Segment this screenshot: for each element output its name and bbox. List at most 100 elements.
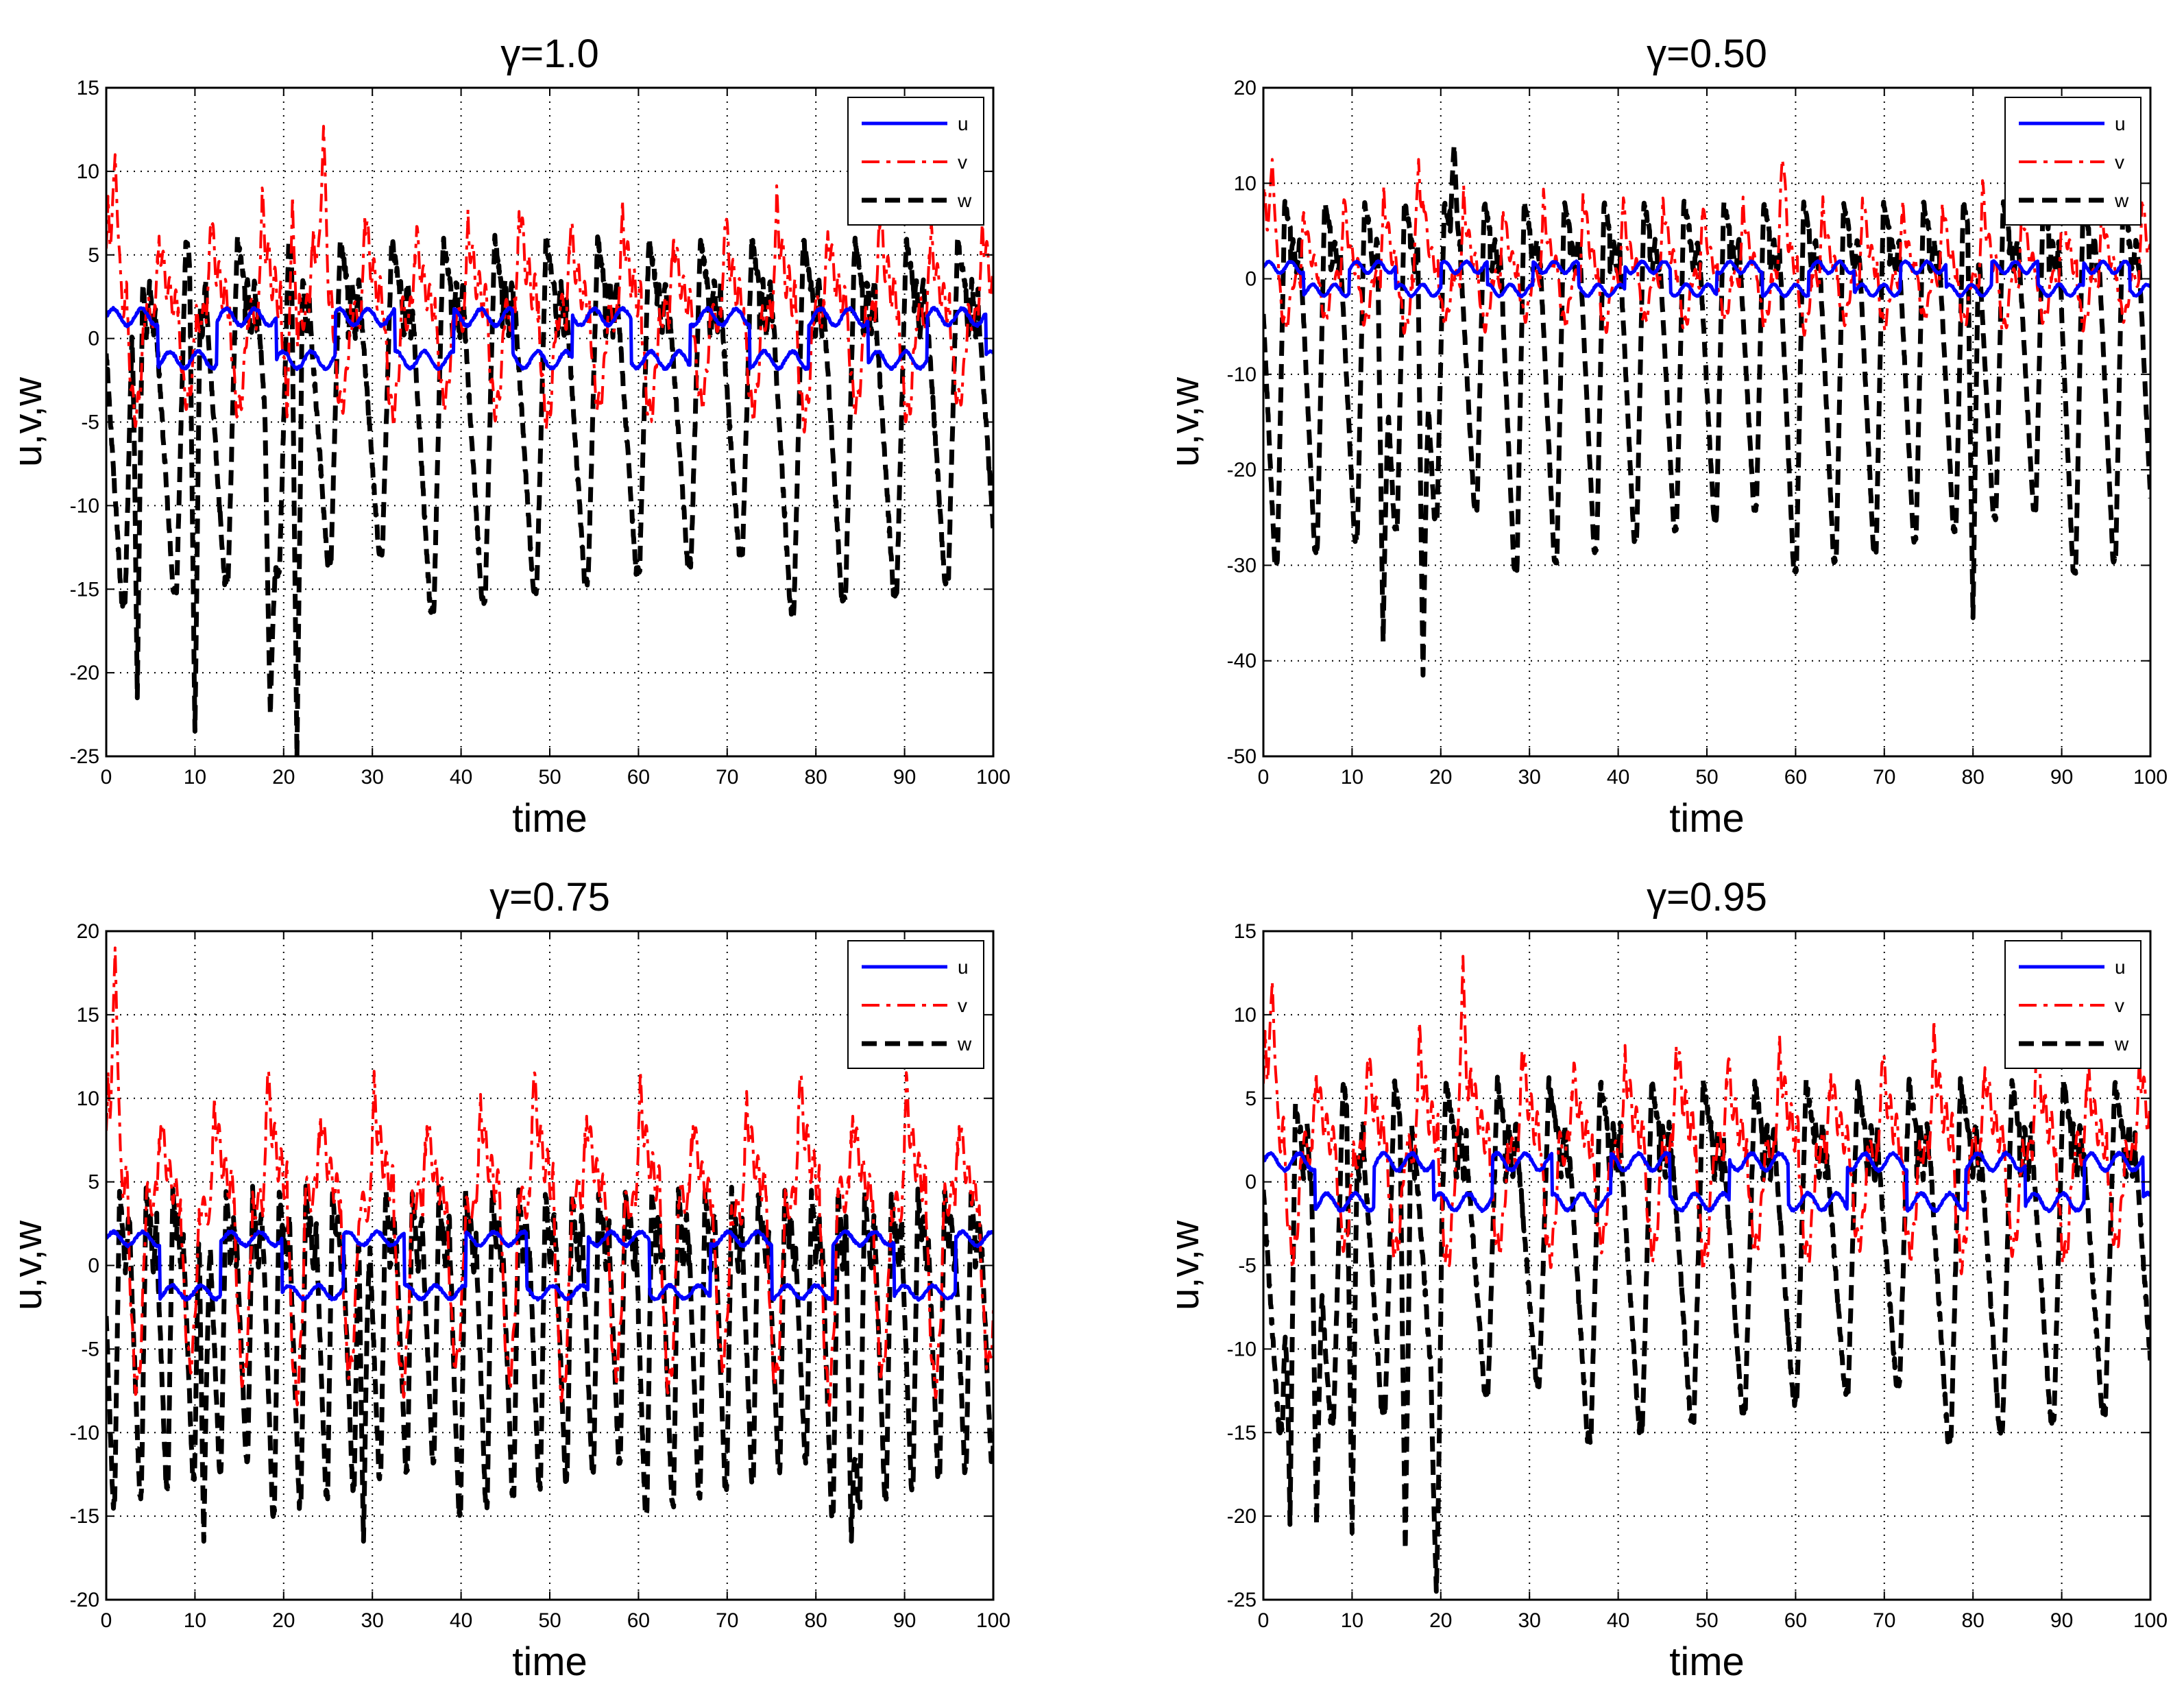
chart-title: γ=0.50 (1647, 32, 1767, 76)
x-tick-label: 80 (805, 1609, 827, 1632)
y-tick-label: 5 (88, 1171, 99, 1194)
x-tick-label: 90 (893, 766, 916, 789)
y-tick-label: 20 (1234, 77, 1257, 99)
x-tick-label: 100 (976, 1609, 1010, 1632)
legend-label-w: w (957, 1033, 972, 1055)
x-tick-label: 90 (893, 1609, 916, 1632)
x-tick-label: 10 (184, 1609, 206, 1632)
x-tick-label: 20 (272, 766, 295, 789)
x-tick-label: 100 (2133, 1609, 2168, 1632)
y-tick-label: 5 (1245, 1088, 1257, 1110)
x-tick-label: 30 (361, 766, 384, 789)
y-tick-label: 0 (88, 1255, 99, 1277)
legend-label-v: v (958, 995, 967, 1016)
chart-title: γ=0.95 (1647, 875, 1767, 920)
x-axis-label: time (512, 1639, 587, 1684)
legend: uvw (2004, 940, 2141, 1069)
x-tick-label: 90 (2050, 766, 2073, 789)
y-tick-label: -25 (70, 745, 99, 768)
x-axis-label: time (1669, 1639, 1745, 1684)
y-tick-label: -15 (70, 1505, 99, 1528)
x-tick-label: 0 (1258, 766, 1270, 789)
legend-label-v: v (2115, 995, 2124, 1016)
series-group (106, 946, 993, 1544)
y-tick-label: -10 (1227, 1338, 1257, 1360)
series-line-w (1263, 143, 2150, 678)
y-tick-label: -10 (70, 494, 99, 517)
chart-title: γ=1.0 (500, 32, 599, 76)
legend: uvw (847, 940, 984, 1069)
y-tick-label: 10 (77, 160, 99, 183)
y-tick-label: 0 (88, 328, 99, 350)
x-tick-label: 10 (1341, 766, 1363, 789)
x-tick-label: 90 (2050, 1609, 2073, 1632)
y-axis-label: u,v,w (5, 376, 50, 467)
legend: uvw (2004, 97, 2141, 226)
x-tick-label: 100 (976, 766, 1010, 789)
series-line-v (1263, 954, 2150, 1275)
y-tick-label: -10 (1227, 363, 1257, 386)
y-tick-label: -25 (1227, 1589, 1257, 1611)
series-line-u (106, 306, 993, 372)
x-tick-label: 60 (1784, 766, 1807, 789)
x-tick-label: 70 (1873, 1609, 1895, 1632)
chart-title: γ=0.75 (489, 875, 610, 920)
series-line-v (106, 946, 993, 1407)
subplot-1: 0 10 20 30 40 50 60 70 80 90 100 -25 -20 -15 -10 -5 0 5 10… (5, 32, 1010, 841)
x-tick-label: 80 (805, 766, 827, 789)
x-tick-label: 80 (1962, 766, 1985, 789)
subplot-2: 0 10 20 30 40 50 60 70 80 90 100 -50 -40 -30 -20 -10 0 10… (1163, 32, 2168, 841)
x-tick-label: 20 (272, 1609, 295, 1632)
x-tick-label: 70 (716, 1609, 738, 1632)
x-tick-label: 70 (1873, 766, 1895, 789)
x-tick-label: 30 (361, 1609, 384, 1632)
y-axis-label: u,v,w (5, 1220, 50, 1310)
x-tick-label: 0 (101, 1609, 112, 1632)
y-tick-label: -20 (70, 1589, 99, 1611)
x-tick-label: 60 (627, 766, 650, 789)
x-axis-label: time (1669, 796, 1745, 841)
legend-label-w: w (2114, 190, 2129, 211)
series-line-u (1263, 1150, 2150, 1214)
y-tick-label: -5 (1238, 1255, 1257, 1277)
legend-label-v: v (958, 152, 967, 173)
subplot-3: 0 10 20 30 40 50 60 70 80 90 100 -20 -15 -10 -5 0 5 10 15 2… (5, 875, 1010, 1684)
y-axis-label: u,v,w (1163, 376, 1207, 467)
legend-label-u: u (2115, 957, 2126, 978)
series-line-u (106, 1229, 993, 1302)
y-tick-label: 20 (77, 920, 99, 943)
x-tick-label: 0 (1258, 1609, 1270, 1632)
y-tick-label: 15 (77, 1004, 99, 1026)
x-axis-label: time (512, 796, 587, 841)
x-tick-label: 20 (1429, 766, 1452, 789)
y-tick-label: 10 (77, 1088, 99, 1110)
series-group (106, 125, 993, 756)
legend-label-v: v (2115, 152, 2124, 173)
x-tick-label: 70 (716, 766, 738, 789)
plot-area (106, 88, 993, 756)
x-tick-label: 40 (1607, 766, 1629, 789)
y-tick-label: -15 (1227, 1421, 1257, 1444)
legend-label-u: u (2115, 113, 2126, 134)
legend-label-u: u (958, 957, 969, 978)
x-tick-label: 80 (1962, 1609, 1985, 1632)
x-tick-label: 40 (450, 1609, 472, 1632)
y-tick-label: -20 (1227, 459, 1257, 481)
y-tick-label: 15 (1234, 920, 1257, 943)
y-tick-label: -50 (1227, 745, 1257, 768)
subplot-4: 0 10 20 30 40 50 60 70 80 90 100 -25 -20 -15 -10 -5 0 5 10… (1163, 875, 2168, 1684)
series-line-u (1263, 259, 2150, 299)
y-tick-label: -5 (81, 411, 99, 434)
y-tick-label: -30 (1227, 554, 1257, 577)
x-tick-label: 50 (1695, 766, 1718, 789)
y-tick-label: 10 (1234, 1004, 1257, 1026)
x-tick-label: 30 (1518, 766, 1541, 789)
series-group (1263, 143, 2150, 678)
y-tick-label: -20 (70, 662, 99, 684)
y-tick-label: 0 (1245, 268, 1257, 291)
plot-area (1263, 931, 2150, 1600)
y-tick-label: 15 (77, 77, 99, 99)
series-line-v (106, 125, 993, 434)
legend-label-u: u (958, 113, 969, 134)
